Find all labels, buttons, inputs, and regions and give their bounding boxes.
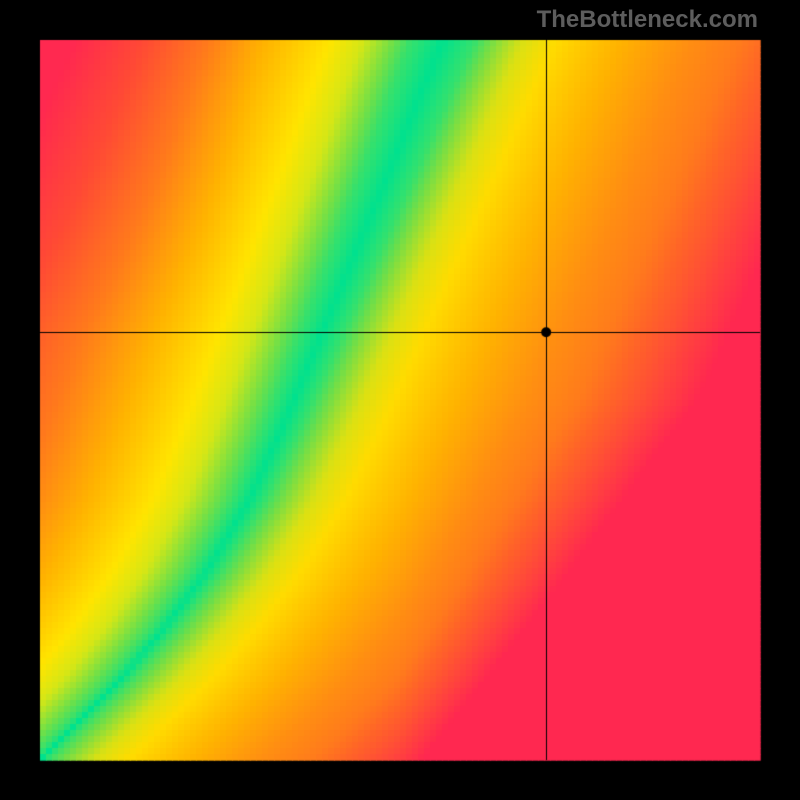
bottleneck-heatmap bbox=[0, 0, 800, 800]
watermark-text: TheBottleneck.com bbox=[537, 6, 758, 34]
chart-container: TheBottleneck.com bbox=[0, 0, 800, 800]
